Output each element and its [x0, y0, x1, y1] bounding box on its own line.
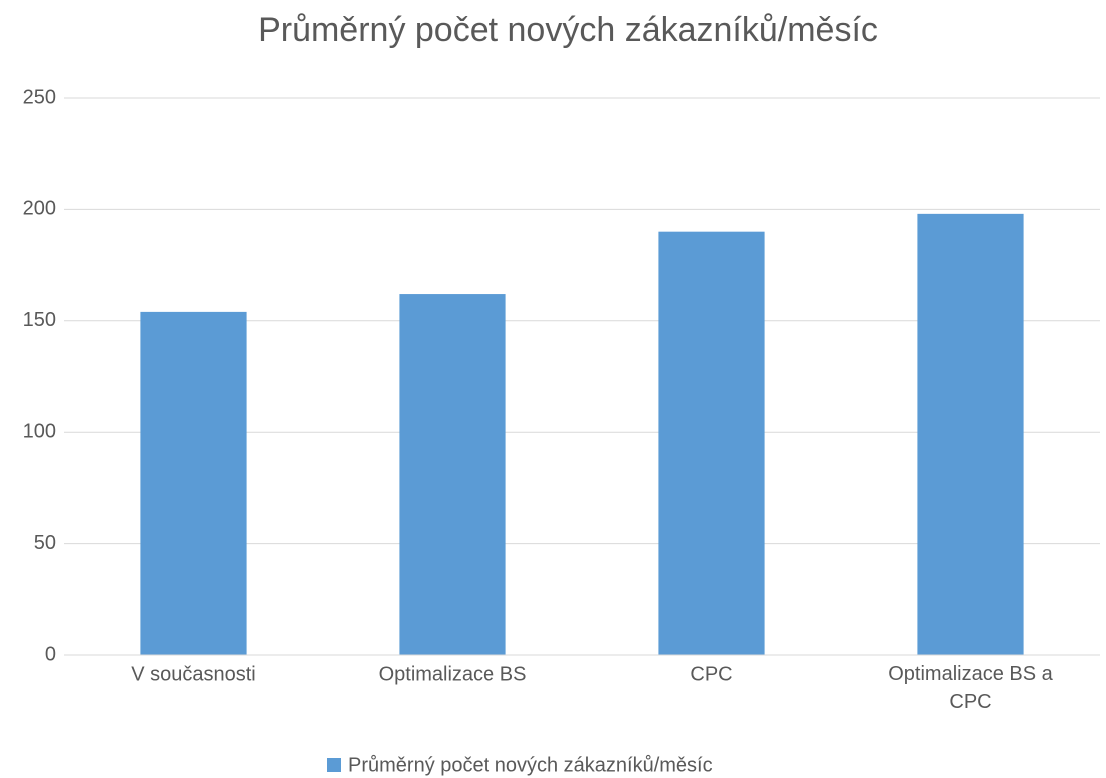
y-tick-label: 200	[23, 198, 56, 220]
legend-swatch	[327, 758, 341, 772]
x-tick-label: Optimalizace BS	[379, 663, 527, 685]
x-tick-label: Optimalizace BS a CPC	[888, 663, 1053, 713]
bar	[399, 294, 506, 655]
x-tick-label: CPC	[690, 663, 732, 685]
x-tick-label: V současnosti	[131, 663, 256, 685]
chart-title: Průměrný počet nových zákazníků/měsíc	[258, 11, 878, 49]
y-tick-label: 250	[23, 86, 56, 108]
bar	[658, 231, 765, 655]
y-tick-label: 150	[23, 309, 56, 331]
y-tick-label: 100	[23, 420, 56, 442]
bar	[917, 213, 1024, 655]
y-tick-label: 50	[34, 532, 56, 554]
y-tick-label: 0	[45, 643, 56, 665]
bar	[140, 311, 247, 655]
legend-label: Průměrný počet nových zákazníků/měsíc	[348, 754, 713, 776]
